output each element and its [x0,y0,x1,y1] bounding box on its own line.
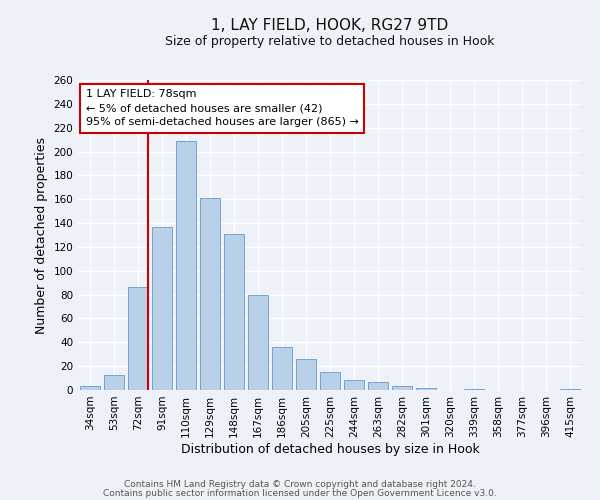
Bar [80,386,100,390]
Bar [368,382,388,390]
Text: 1, LAY FIELD, HOOK, RG27 9TD: 1, LAY FIELD, HOOK, RG27 9TD [211,18,449,32]
Bar [104,374,124,390]
X-axis label: Distribution of detached houses by size in Hook: Distribution of detached houses by size … [181,442,479,456]
Bar [296,359,316,390]
Text: 1 LAY FIELD: 78sqm
← 5% of detached houses are smaller (42)
95% of semi-detached: 1 LAY FIELD: 78sqm ← 5% of detached hous… [86,90,358,128]
Bar [320,372,340,390]
Y-axis label: Number of detached properties: Number of detached properties [35,136,48,334]
Text: Contains HM Land Registry data © Crown copyright and database right 2024.: Contains HM Land Registry data © Crown c… [124,480,476,489]
Text: Size of property relative to detached houses in Hook: Size of property relative to detached ho… [165,35,495,48]
Bar [152,226,172,390]
Bar [392,386,412,390]
Bar [344,380,364,390]
Bar [416,388,436,390]
Text: Contains public sector information licensed under the Open Government Licence v3: Contains public sector information licen… [103,488,497,498]
Bar [464,389,484,390]
Bar [560,389,580,390]
Bar [128,288,148,390]
Bar [224,234,244,390]
Bar [272,347,292,390]
Bar [176,141,196,390]
Bar [248,294,268,390]
Bar [200,198,220,390]
